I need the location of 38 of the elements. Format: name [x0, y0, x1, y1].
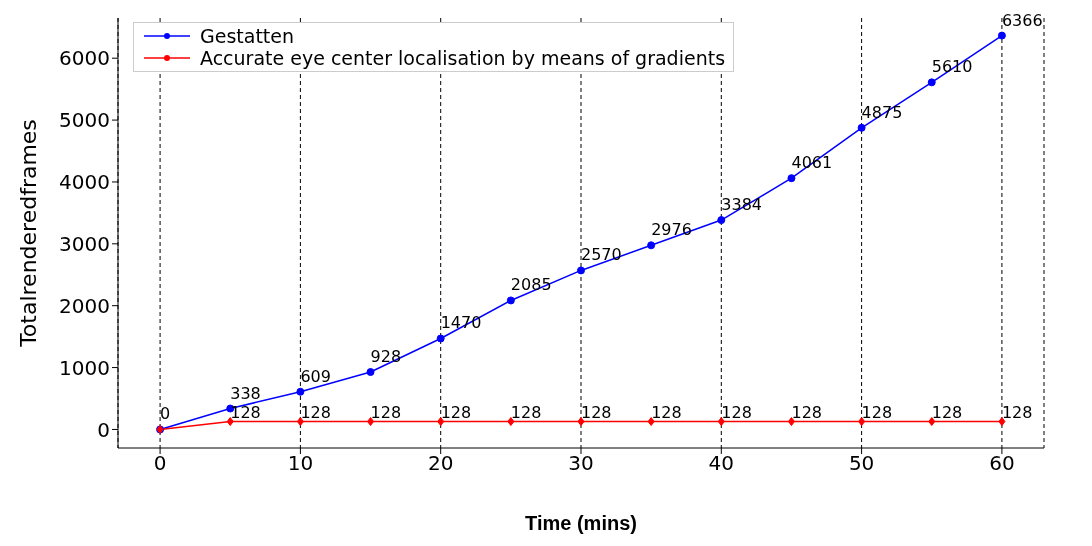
- data-label: 128: [931, 402, 963, 422]
- x-tick-label: 50: [848, 451, 875, 476]
- data-label: 0: [160, 404, 171, 424]
- data-label: 128: [581, 402, 612, 422]
- data-label: 128: [1001, 402, 1033, 422]
- x-tick-label: 10: [287, 451, 314, 476]
- y-tick-label: 6000: [59, 46, 110, 71]
- y-tick-label: 0: [97, 417, 110, 442]
- x-tick-label: 30: [568, 451, 594, 476]
- data-label: 928: [370, 347, 402, 367]
- x-tick-label: 0: [153, 451, 167, 476]
- y-axis-title: Totalrenderedframes: [15, 119, 41, 348]
- data-label: 128: [230, 402, 261, 422]
- y-tick-label: 3000: [59, 231, 110, 256]
- data-label: 128: [370, 402, 402, 422]
- data-label: 2085: [510, 275, 552, 295]
- y-tick-label: 4000: [59, 170, 110, 195]
- x-tick-label: 40: [708, 451, 735, 476]
- data-label: 128: [721, 402, 752, 422]
- data-label: 128: [861, 402, 893, 422]
- y-tick-label: 5000: [59, 108, 110, 133]
- data-label: 609: [300, 366, 331, 386]
- data-label: 128: [510, 402, 542, 422]
- legend-label: Gestatten: [200, 25, 295, 47]
- x-tick-label: 60: [989, 451, 1015, 476]
- y-tick-label: 2000: [59, 293, 110, 318]
- data-label: 2976: [651, 220, 692, 240]
- legend-label: Accurate eye center localisation by means of gradients: [200, 47, 726, 69]
- data-label: 128: [300, 402, 331, 422]
- x-axis-title: Time (mins): [525, 512, 637, 534]
- data-label: 2570: [581, 245, 622, 265]
- data-label: 128: [440, 402, 472, 422]
- data-label: 128: [791, 402, 822, 422]
- y-tick-label: 1000: [59, 355, 110, 380]
- x-tick-label: 20: [427, 451, 454, 476]
- data-label: 128: [651, 402, 682, 422]
- data-label: 338: [230, 383, 261, 403]
- data-label: 6366: [1001, 10, 1043, 30]
